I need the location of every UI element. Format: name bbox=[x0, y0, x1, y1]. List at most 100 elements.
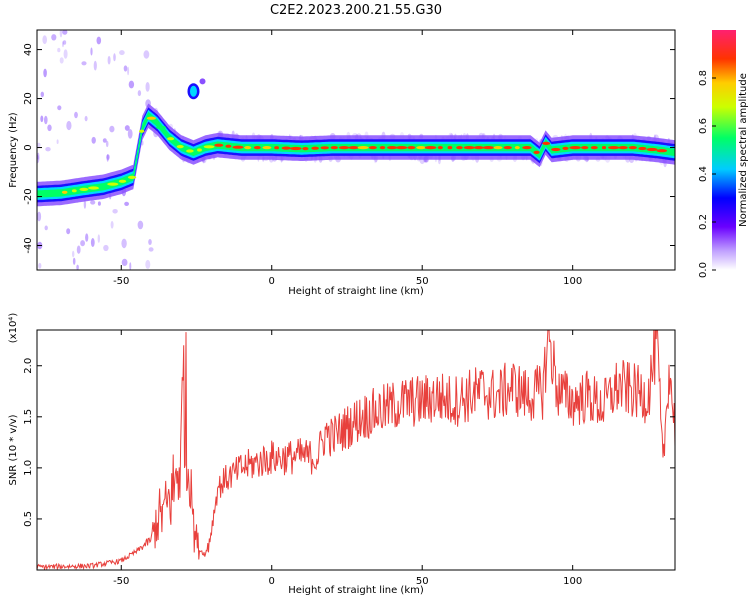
y-tick-label: 1.0 bbox=[23, 460, 34, 476]
noise-speck bbox=[84, 115, 88, 122]
ridge-peak bbox=[244, 146, 252, 150]
noise-speck bbox=[47, 124, 52, 132]
ridge-peak bbox=[357, 146, 369, 150]
ridge-peak bbox=[608, 146, 620, 150]
noise-speck bbox=[38, 262, 42, 269]
noise-speck bbox=[43, 68, 47, 78]
ridge-peak bbox=[302, 147, 309, 151]
noise-speck bbox=[137, 220, 144, 230]
y-tick-label: -20 bbox=[23, 188, 34, 204]
ridge-peak bbox=[437, 146, 443, 150]
noise-speck bbox=[59, 57, 64, 64]
noise-speck bbox=[113, 53, 116, 62]
noise-speck bbox=[62, 40, 67, 45]
noise-speck bbox=[112, 209, 118, 214]
noise-speck bbox=[137, 90, 142, 97]
ridge-peak bbox=[338, 146, 350, 150]
ridge-peak bbox=[628, 146, 638, 150]
ridge-peak bbox=[533, 150, 540, 154]
noise-speck bbox=[121, 238, 127, 249]
ridge-peak bbox=[416, 146, 426, 150]
ridge-peak bbox=[522, 146, 532, 150]
noise-speck bbox=[97, 201, 101, 206]
spectrogram-plot-area bbox=[37, 30, 675, 270]
ridge-band-1 bbox=[37, 107, 675, 203]
snr-xlabel: Height of straight line (km) bbox=[288, 585, 424, 596]
ridge-peak bbox=[424, 146, 437, 150]
ridge-peak bbox=[167, 137, 175, 141]
noise-speck bbox=[44, 115, 48, 125]
isolated-blob-tail bbox=[199, 78, 206, 85]
ridge-peak bbox=[646, 147, 658, 152]
spectrogram-y-ticks: -40 -20 0 20 40 bbox=[23, 43, 675, 254]
ridge-peak bbox=[61, 190, 68, 194]
colorbar-tick-label: 0.6 bbox=[698, 118, 709, 134]
noise-speck bbox=[37, 142, 41, 148]
noise-speck bbox=[37, 154, 40, 164]
noise-speck bbox=[40, 115, 44, 123]
ridge-peak bbox=[493, 146, 503, 150]
snr-x-ticks: -50 0 50 100 bbox=[113, 330, 582, 587]
snr-frame bbox=[36, 329, 676, 571]
noise-speck bbox=[62, 41, 64, 48]
ridge-peak bbox=[97, 185, 109, 189]
noise-speck bbox=[85, 233, 89, 242]
spectrogram-ylabel: Frequency (Hz) bbox=[8, 112, 19, 188]
noise-speck bbox=[44, 225, 48, 231]
ridge-peak bbox=[581, 146, 589, 150]
noise-speck bbox=[145, 82, 150, 92]
ridge-peak bbox=[569, 146, 581, 150]
noise-speck bbox=[72, 250, 75, 258]
ridge-peak bbox=[225, 144, 232, 148]
ridge-peaks bbox=[50, 116, 668, 195]
ridge-peak bbox=[186, 149, 194, 153]
noise-speck bbox=[37, 152, 40, 160]
ridge-peak bbox=[396, 146, 408, 150]
ridge-peak bbox=[551, 147, 561, 152]
noise-speck bbox=[37, 211, 42, 222]
noise-speck bbox=[45, 147, 51, 152]
ridge-peak bbox=[274, 146, 279, 150]
noise-speck bbox=[42, 35, 47, 45]
ridge-peak bbox=[618, 146, 628, 150]
noise-speck bbox=[121, 258, 128, 266]
ridge-peak bbox=[562, 146, 569, 150]
y-tick-label: -40 bbox=[23, 237, 34, 253]
ridge-peak bbox=[146, 116, 156, 120]
noise-speck bbox=[57, 105, 62, 111]
ridge-peak bbox=[281, 146, 291, 150]
x-tick-label: 100 bbox=[563, 576, 582, 587]
ridge-peak bbox=[289, 146, 302, 151]
y-tick-label: 0.5 bbox=[23, 511, 34, 527]
snr-panel: -50 0 50 100 0.5 1.0 1.5 2.0 Height of straigh… bbox=[8, 313, 676, 596]
ridge-peak bbox=[262, 146, 272, 150]
noise-speck bbox=[148, 247, 154, 252]
ridge-peak bbox=[311, 146, 319, 150]
ridge-peak bbox=[387, 146, 398, 150]
x-tick-label: 100 bbox=[563, 276, 582, 287]
noise-speck bbox=[143, 50, 150, 59]
ridge-peak bbox=[71, 189, 77, 193]
ridge-peak bbox=[214, 143, 224, 147]
ridge-peak bbox=[79, 187, 89, 191]
colorbar-tick-label: 0.4 bbox=[698, 166, 709, 182]
ridge-peak bbox=[656, 149, 668, 153]
noise-speck bbox=[107, 55, 111, 65]
snr-series-line bbox=[37, 330, 675, 570]
noise-speck bbox=[81, 61, 87, 66]
noise-speck bbox=[106, 154, 109, 162]
noise-speck bbox=[90, 47, 93, 56]
ridge-peak bbox=[107, 182, 119, 186]
noise-speck bbox=[91, 136, 96, 144]
ridge-peak bbox=[348, 146, 359, 150]
noise-speck bbox=[145, 259, 151, 269]
ridge-peak bbox=[590, 146, 598, 150]
noise-speck bbox=[124, 201, 129, 206]
colorbar-tick-label: 0.2 bbox=[698, 214, 709, 230]
noise-speck bbox=[96, 36, 102, 45]
y-tick-label: 2.0 bbox=[23, 358, 34, 374]
colorbar-tick-label: 0.8 bbox=[698, 70, 709, 86]
noise-speck bbox=[83, 199, 87, 209]
isolated-blob-inner bbox=[189, 85, 197, 97]
